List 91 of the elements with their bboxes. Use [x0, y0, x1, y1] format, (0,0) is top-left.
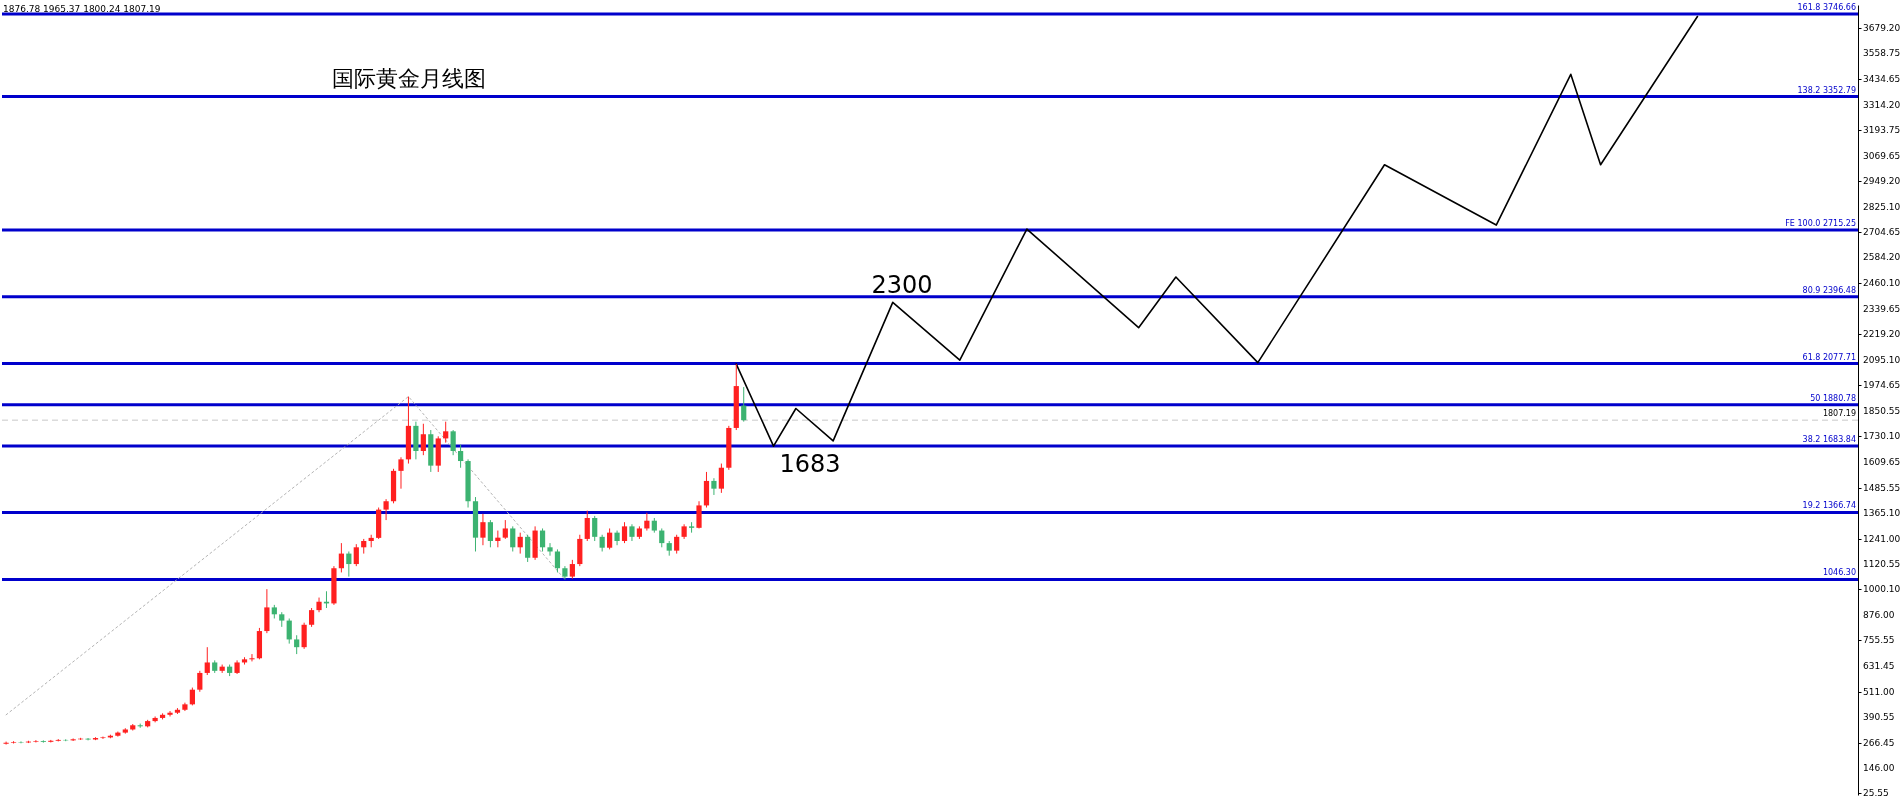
candlestick	[510, 525, 516, 552]
y-tick-label: 390.55	[1863, 711, 1895, 722]
candlestick	[674, 534, 680, 555]
candlestick	[718, 463, 724, 494]
y-tick-label: 1974.65	[1863, 380, 1900, 391]
y-tick-label: 3193.75	[1863, 124, 1900, 135]
candlestick	[547, 542, 553, 557]
candlestick	[688, 521, 695, 534]
y-tick-label: 1120.55	[1863, 558, 1900, 569]
candlestick	[398, 456, 404, 490]
candlestick	[525, 534, 531, 563]
y-tick-label: 2825.10	[1863, 202, 1900, 213]
candlestick	[249, 653, 255, 662]
candlestick	[197, 670, 203, 693]
y-tick-label: 2704.65	[1863, 227, 1900, 238]
line-series	[735, 15, 1699, 447]
y-tick-label: 755.55	[1863, 635, 1895, 646]
candlestick	[741, 386, 747, 423]
ref-line-label: 80.9 2396.48	[1802, 285, 1856, 295]
y-tick-label: 2460.10	[1863, 278, 1900, 289]
ref-line-label: 19.2 1366.74	[1802, 501, 1856, 511]
ref-line-label: 161.8 3746.66	[1797, 3, 1856, 13]
y-tick-label: 2219.20	[1863, 328, 1900, 339]
candlestick	[569, 559, 575, 580]
y-tick-label: 2584.20	[1863, 252, 1900, 263]
candlestick	[517, 532, 523, 555]
candlestick	[338, 542, 344, 573]
candlestick	[167, 710, 173, 717]
candlestick	[450, 429, 456, 456]
candlestick	[100, 736, 106, 740]
candlestick	[152, 715, 158, 723]
y-tick-label: 1850.55	[1863, 406, 1900, 417]
candlestick	[502, 519, 508, 540]
candlestick	[383, 498, 389, 521]
ref-line-label: 61.8 2077.71	[1802, 352, 1856, 362]
candlestick	[659, 527, 665, 548]
candlestick	[3, 741, 9, 746]
ref-line-label: 38.2 1683.84	[1802, 434, 1856, 444]
annotation: 1683	[779, 450, 841, 478]
y-tick-label: 266.45	[1863, 737, 1895, 748]
candlestick	[294, 634, 300, 655]
ref-line-label: 138.2 3352.79	[1797, 85, 1856, 95]
candlestick	[584, 510, 590, 542]
y-tick-label: 3069.65	[1863, 150, 1900, 161]
y-tick-label: 3679.20	[1863, 23, 1900, 34]
candlestick	[301, 622, 307, 650]
candlestick	[539, 527, 546, 552]
text: 国际黄金月线图	[332, 66, 486, 91]
ref-line-label: 50 1880.78	[1810, 393, 1856, 403]
y-tick-label: 1730.10	[1863, 431, 1900, 442]
y-tick-label: 2095.10	[1863, 354, 1900, 365]
candlestick	[554, 548, 561, 573]
candlestick	[353, 543, 359, 567]
ref-line-label: FE 100.0 2715.25	[1785, 219, 1856, 229]
candlestick	[264, 588, 270, 634]
candlestick	[457, 444, 464, 469]
ref-line-label: 1046.30	[1822, 568, 1856, 578]
candlestick	[607, 527, 613, 550]
candlestick	[204, 646, 210, 676]
y-tick-label: 1485.55	[1863, 482, 1900, 493]
candlestick	[85, 737, 91, 741]
ref-line-label: 1807.19	[1822, 409, 1856, 419]
candlestick	[480, 513, 486, 546]
candlestick	[420, 423, 426, 456]
y-tick-label: 3314.20	[1863, 99, 1900, 110]
y-tick-label: 631.45	[1863, 661, 1895, 672]
y-tick-label: 1609.65	[1863, 456, 1900, 467]
candlestick	[308, 607, 315, 628]
y-tick-label: 2949.20	[1863, 176, 1900, 187]
candlestick	[286, 617, 292, 645]
y-tick-label: 876.00	[1863, 610, 1895, 621]
y-tick-label: 2339.65	[1863, 303, 1900, 314]
candlestick	[696, 500, 702, 529]
candlestick	[33, 739, 39, 743]
y-tick-label: 3434.65	[1863, 74, 1900, 85]
candlestick	[346, 550, 352, 578]
y-tick-label: 25.55	[1863, 788, 1889, 798]
y-tick-label: 1365.10	[1863, 507, 1900, 518]
annotation: 1876.78 1965.37 1800.24 1807.19	[3, 4, 161, 14]
y-tick-label: 1241.00	[1863, 533, 1900, 544]
y-tick-label: 1000.10	[1863, 584, 1900, 595]
y-tick-label: 146.00	[1863, 762, 1895, 773]
candlestick	[592, 515, 598, 542]
y-tick-label: 3558.75	[1863, 48, 1900, 59]
y-tick-label: 511.00	[1863, 686, 1895, 697]
candlestick	[443, 421, 449, 444]
annotation: 2300	[871, 271, 933, 299]
candlestick	[40, 739, 46, 744]
candlestick	[711, 477, 717, 496]
candlestick	[621, 521, 628, 544]
candlestick	[487, 519, 494, 548]
